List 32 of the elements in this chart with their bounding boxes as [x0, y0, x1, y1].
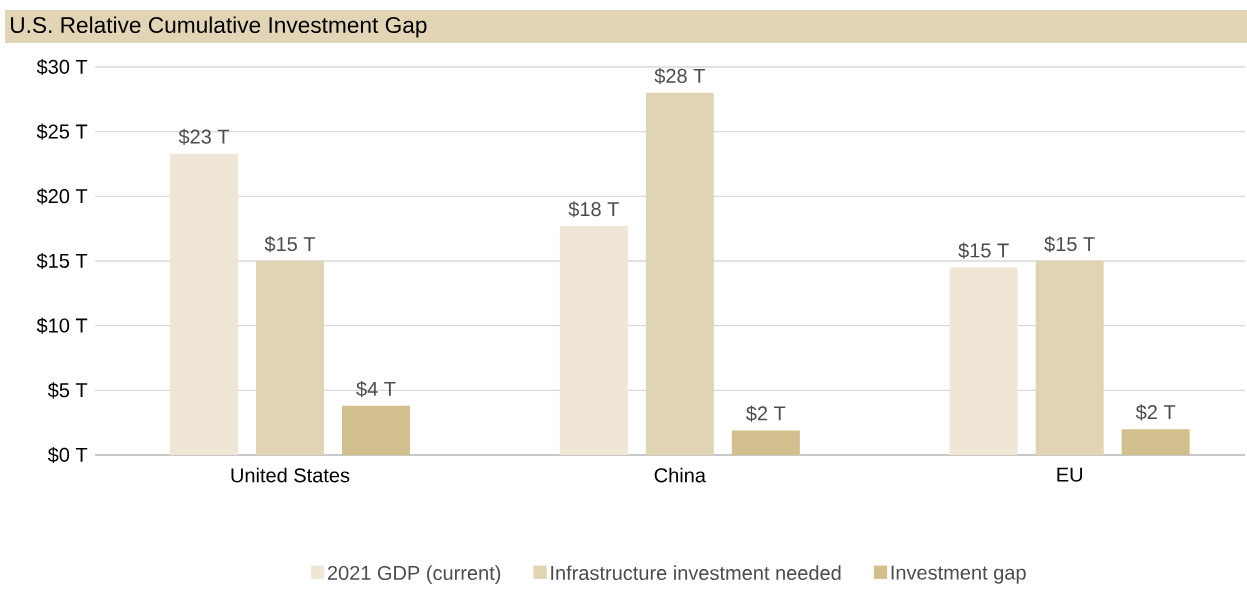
data-label: $2 T	[1135, 404, 1176, 421]
data-label: $18 T	[568, 201, 619, 218]
data-label: $23 T	[178, 128, 230, 145]
y-tick-label: $5 T	[47, 382, 88, 399]
bar	[949, 267, 1018, 455]
x-tick-label: United States	[231, 467, 350, 483]
x-tick-label: China	[654, 467, 706, 483]
data-label: $15 T	[1044, 236, 1095, 253]
y-tick-label: $15 T	[36, 252, 88, 270]
y-tick-label: $20 T	[36, 188, 88, 205]
data-label: $2 T	[746, 405, 786, 422]
y-tick-label: $30 T	[36, 58, 88, 76]
bar	[645, 92, 714, 455]
bar	[731, 430, 800, 455]
bar	[256, 261, 324, 455]
data-label: $15 T	[264, 236, 316, 253]
bar	[1035, 261, 1104, 455]
bar	[342, 405, 410, 455]
legend-label: 2021 GDP (current)	[327, 565, 501, 584]
y-tick-label: $0 T	[47, 446, 88, 464]
bar	[1121, 429, 1190, 455]
chart-title: U.S. Relative Cumulative Investment Gap	[11, 16, 427, 38]
y-tick-label: $25 T	[36, 123, 88, 140]
legend-label: Investment gap	[891, 565, 1026, 584]
data-label: $28 T	[654, 67, 705, 85]
bar	[559, 226, 628, 455]
data-label: $15 T	[958, 242, 1009, 259]
legend-label: Infrastructure investment needed	[551, 565, 841, 581]
data-label: $4 T	[356, 380, 396, 398]
y-tick-label: $10 T	[36, 317, 88, 334]
bar	[170, 153, 238, 455]
x-tick-label: EU	[1057, 467, 1083, 482]
